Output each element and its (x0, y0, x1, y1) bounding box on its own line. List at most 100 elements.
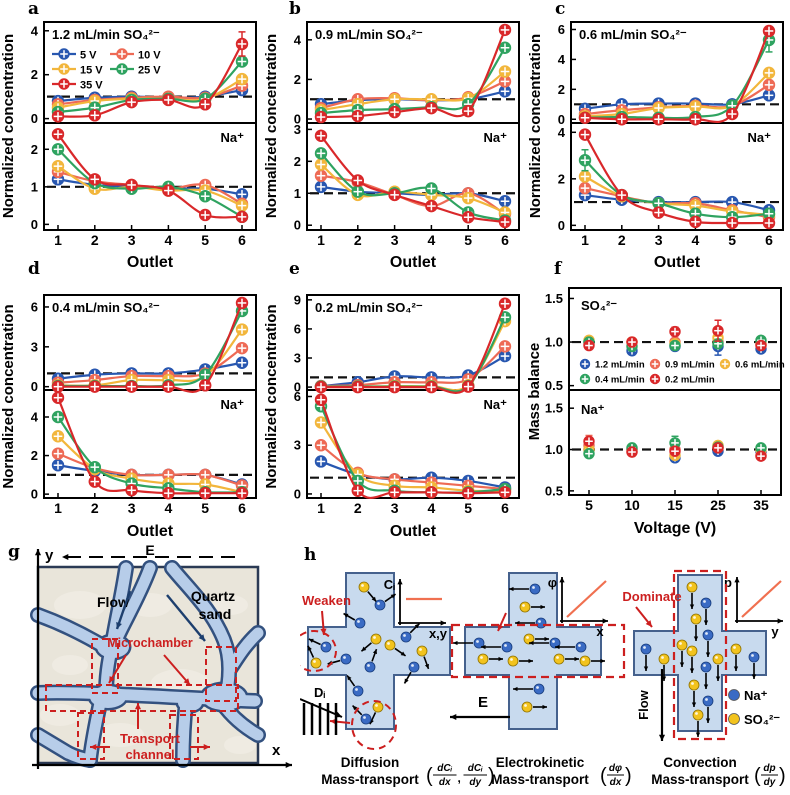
shape (373, 636, 376, 639)
inset-y-label: p (724, 575, 732, 590)
data-point (498, 311, 512, 324)
data-point (162, 380, 175, 393)
sand-texture (54, 591, 106, 619)
legend-label: 0.2 mL/min (665, 375, 715, 386)
legend-item: 0.6 mL/min (719, 358, 785, 371)
shape (703, 664, 706, 667)
shape (579, 655, 591, 667)
x-tick-label: 1 (581, 232, 589, 248)
shape (649, 373, 661, 385)
data-point (689, 100, 702, 113)
data-point (615, 188, 629, 202)
na-ion (533, 683, 545, 695)
shape (626, 336, 638, 348)
data-point (649, 358, 661, 370)
ion-motion-arrow-head (424, 663, 430, 669)
data-point (388, 380, 401, 394)
shape (578, 154, 592, 167)
x-tick-label: 3 (128, 232, 136, 248)
ion-motion-arrow-head (574, 656, 579, 662)
shape (686, 581, 698, 593)
ion-motion-arrow-head (414, 623, 420, 629)
data-point (755, 339, 767, 352)
shape (578, 644, 581, 647)
sand-texture (96, 723, 144, 747)
y-tick-label: 0 (294, 112, 301, 127)
ion-label: Na⁺ (221, 397, 245, 412)
y-tick-label: 4 (31, 410, 39, 425)
y-tick-label: 0 (31, 111, 38, 126)
shape (504, 644, 507, 647)
x-tick-label: 3 (391, 232, 399, 248)
shape (510, 658, 513, 661)
x-tick-label: 2 (91, 232, 99, 248)
data-point (314, 147, 328, 160)
y-tick-label: 3 (31, 339, 38, 354)
data-point (669, 445, 681, 457)
data-point (58, 48, 70, 60)
data-point (116, 48, 128, 60)
panel-letter-a: a (28, 0, 40, 19)
na-ion (501, 641, 513, 653)
diagram-panel-g: x y E Flow Quartz sand Microchamber Transportch… (30, 545, 292, 769)
data-point (762, 216, 776, 230)
data-point (626, 336, 638, 348)
shape (549, 637, 561, 649)
series-line (320, 152, 506, 222)
inset-x-axis-head (777, 618, 783, 624)
quartz-sand-label: Quartz (191, 588, 235, 604)
shape (58, 63, 70, 75)
shape (615, 188, 629, 202)
shape (343, 656, 346, 659)
pore (202, 684, 246, 710)
ion-motion-arrow-head (528, 658, 533, 664)
na-ion (364, 661, 376, 673)
so4-ion (579, 655, 591, 667)
data-point (235, 199, 249, 212)
data-point (351, 484, 365, 497)
series-line (320, 345, 506, 388)
shape (533, 683, 545, 695)
shape (705, 632, 708, 635)
flow-label: Flow (636, 689, 651, 719)
series-line (320, 135, 506, 224)
e-field-label: E (478, 694, 488, 711)
shape (162, 93, 175, 107)
data-point (762, 24, 776, 38)
shape (748, 651, 760, 663)
pore (97, 636, 129, 658)
shape (351, 174, 365, 187)
subplot-title: 0.9 mL/min SO₄²⁻ (315, 27, 423, 42)
ion-motion-arrow-head (307, 645, 312, 651)
shape (501, 641, 513, 653)
x-tick-label: 4 (428, 500, 436, 516)
plot-border (43, 21, 257, 231)
shape (314, 439, 328, 452)
na-ion (354, 617, 366, 629)
data-point (125, 95, 138, 109)
data-point (719, 358, 731, 370)
ion-motion-arrow-head (751, 674, 757, 679)
ion-motion-arrow-head (404, 678, 409, 684)
y-tick-label: 0 (294, 486, 301, 501)
y-tick-label: 4 (31, 23, 39, 38)
shape (323, 644, 326, 647)
shape (583, 447, 595, 460)
shape (88, 475, 102, 488)
channel-cross (464, 572, 602, 730)
formula-paren: ( (600, 765, 607, 787)
data-point (88, 460, 102, 474)
shape (583, 339, 595, 352)
shape (198, 379, 212, 392)
x-tick-label: 1 (54, 500, 62, 516)
ion-motion-arrow-head (679, 662, 685, 667)
shape (384, 639, 396, 651)
series-line (58, 302, 244, 393)
shape (235, 356, 249, 369)
shape (695, 712, 698, 715)
data-point (58, 63, 70, 75)
legend-label: 25 V (138, 65, 161, 77)
x-tick-label: 3 (128, 500, 136, 516)
dominate-box (450, 623, 626, 679)
subplot-title: 0.6 mL/min SO₄²⁻ (579, 27, 687, 42)
